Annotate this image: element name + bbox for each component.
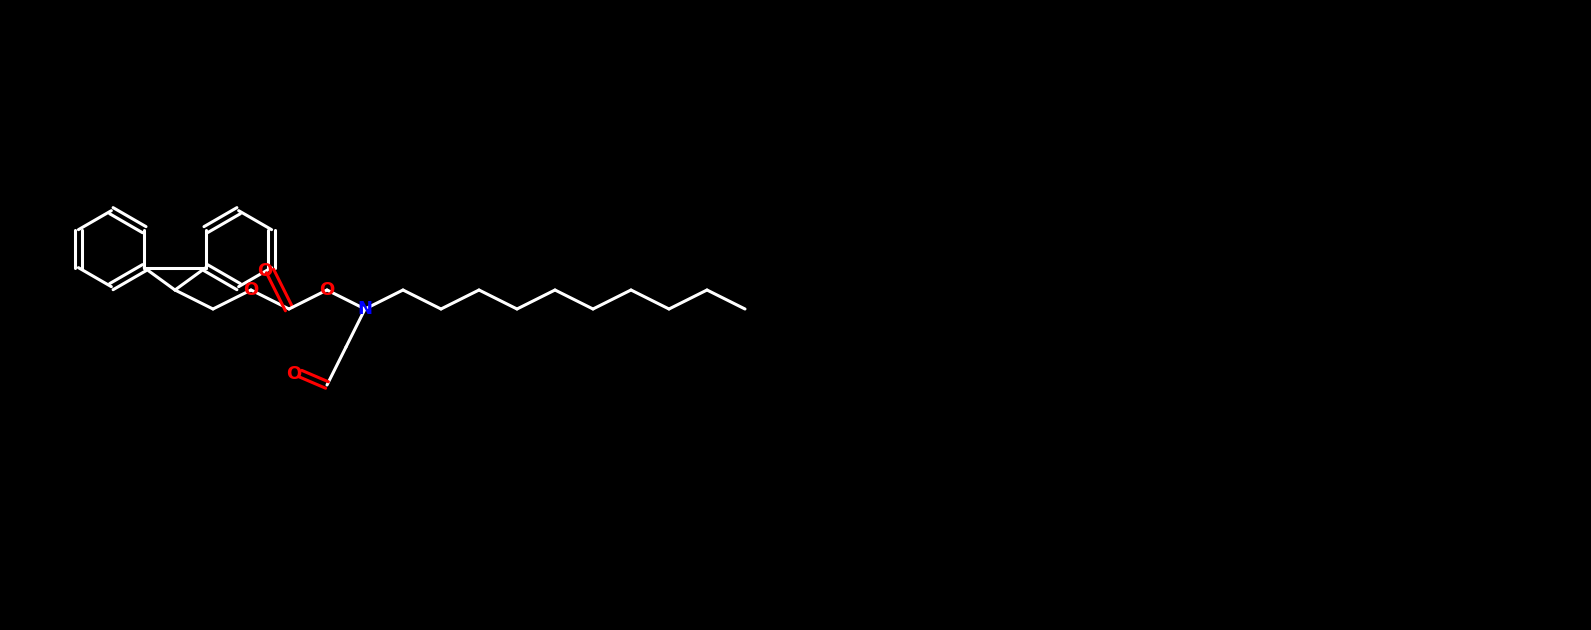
Text: O: O <box>320 281 334 299</box>
Text: O: O <box>243 281 259 299</box>
Text: O: O <box>286 365 301 382</box>
Text: N: N <box>358 300 372 318</box>
Text: O: O <box>258 262 272 280</box>
